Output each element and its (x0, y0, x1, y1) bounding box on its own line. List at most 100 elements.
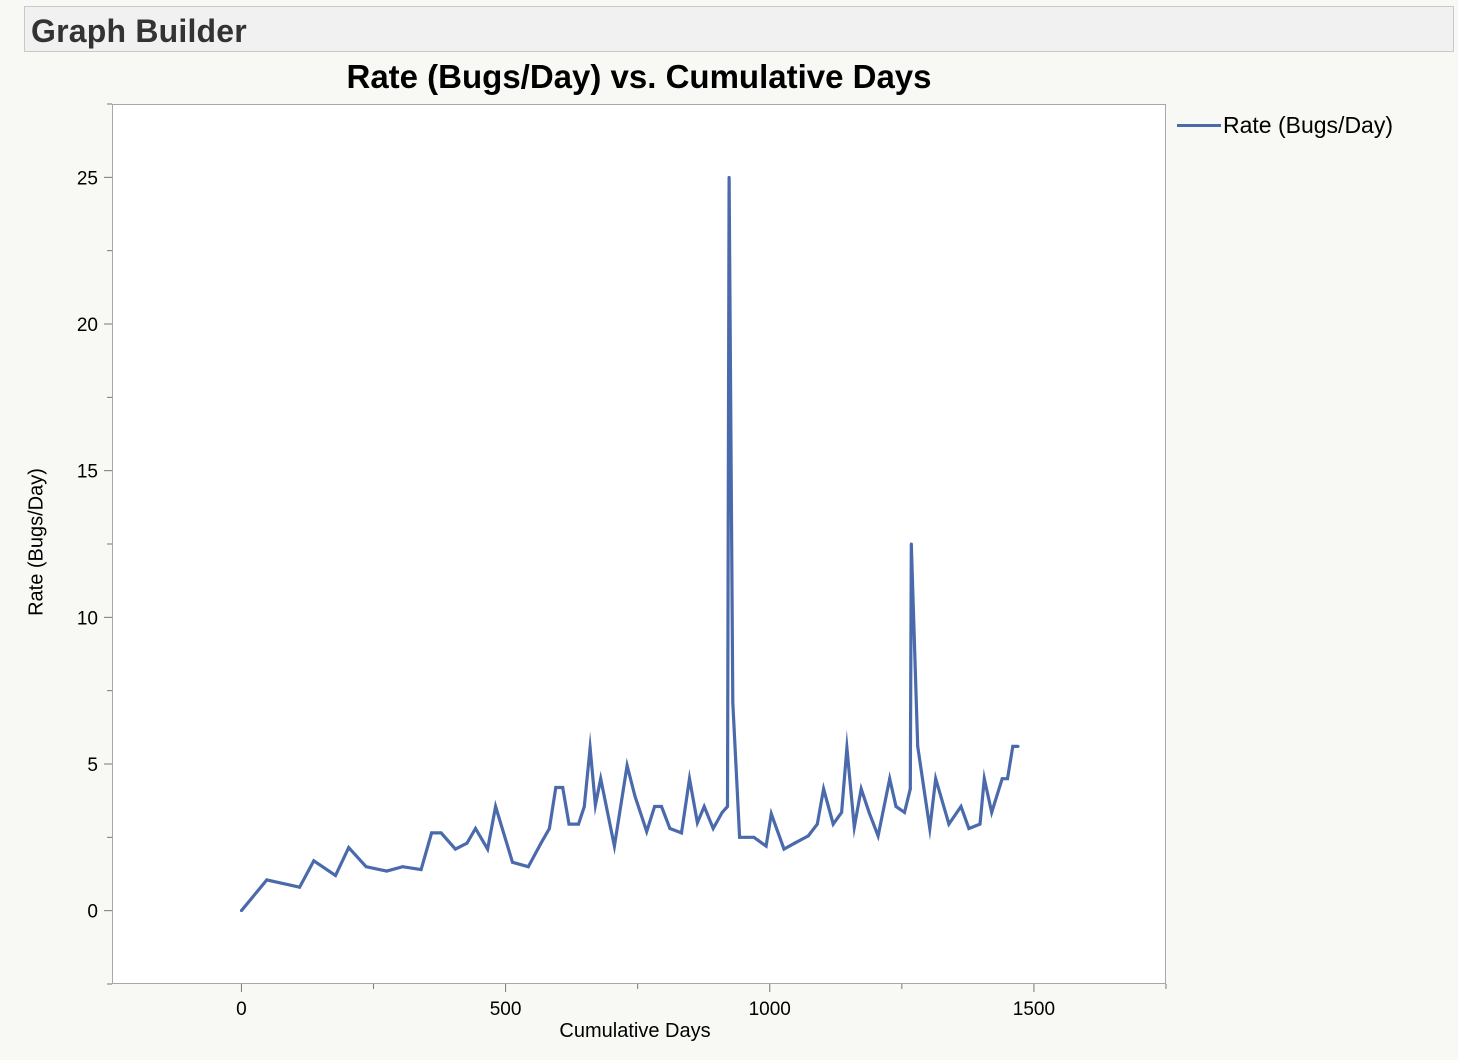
data-point (909, 542, 913, 546)
data-point (554, 785, 558, 789)
data-point (908, 787, 912, 791)
data-point (967, 827, 971, 831)
x-tick-label: 1500 (1013, 999, 1055, 1020)
x-tick-label: 500 (490, 999, 522, 1020)
data-point (486, 847, 490, 851)
data-point (588, 746, 592, 750)
data-point (547, 827, 551, 831)
data-point (633, 794, 637, 798)
data-point (298, 885, 302, 889)
data-point (659, 805, 663, 809)
y-tick-label: 5 (87, 755, 98, 776)
data-point (727, 175, 731, 179)
data-point (668, 827, 672, 831)
chart-title: Rate (Bugs/Day) vs. Cumulative Days (346, 58, 932, 95)
data-point (845, 746, 849, 750)
data-point (312, 859, 316, 863)
data-point (453, 847, 457, 851)
data-point (711, 827, 715, 831)
data-point (959, 805, 963, 809)
window-title: Graph Builder (31, 13, 247, 49)
data-point (831, 822, 835, 826)
legend-label: Rate (Bugs/Day) (1223, 112, 1394, 138)
data-point (695, 821, 699, 825)
data-point (947, 822, 951, 826)
data-point (934, 777, 938, 781)
data-point (928, 827, 932, 831)
data-point (822, 787, 826, 791)
data-point (902, 810, 906, 814)
x-axis-title: Cumulative Days (559, 1020, 711, 1042)
data-point (439, 831, 443, 835)
data-point (645, 829, 649, 833)
data-point (567, 822, 571, 826)
data-point (582, 805, 586, 809)
data-point (593, 803, 597, 807)
data-point (401, 865, 405, 869)
data-point (888, 777, 892, 781)
data-point (720, 810, 724, 814)
data-point (725, 805, 729, 809)
x-tick-label: 1000 (749, 999, 791, 1020)
y-tick-label: 10 (77, 608, 98, 629)
data-point (1011, 744, 1015, 748)
data-point (419, 868, 423, 872)
legend[interactable]: Rate (Bugs/Day) (1177, 112, 1393, 139)
data-point (806, 834, 810, 838)
data-point (978, 822, 982, 826)
data-point (561, 785, 565, 789)
data-point (473, 827, 477, 831)
data-point (738, 835, 742, 839)
data-point (680, 831, 684, 835)
data-point (840, 810, 844, 814)
data-point (1016, 744, 1020, 748)
x-axis: 0 500 1000 1500 (236, 984, 1167, 1020)
y-tick-label: 25 (77, 168, 98, 189)
data-point (599, 777, 603, 781)
y-tick-label: 20 (77, 315, 98, 336)
legend-swatch (1177, 124, 1221, 127)
data-point (702, 805, 706, 809)
data-point (265, 878, 269, 882)
data-point (764, 844, 768, 848)
data-point (577, 822, 581, 826)
graph-builder-header: Graph Builder (24, 6, 1454, 52)
series-layer (239, 175, 1020, 913)
data-point (782, 847, 786, 851)
data-point (1000, 777, 1004, 781)
data-point (752, 835, 756, 839)
data-point (430, 831, 434, 835)
data-point (347, 846, 351, 850)
data-point (982, 777, 986, 781)
data-point (625, 763, 629, 767)
data-point (510, 860, 514, 864)
data-point (494, 805, 498, 809)
y-tick-label: 15 (77, 462, 98, 483)
data-point (653, 805, 657, 809)
data-point (1006, 777, 1010, 781)
data-point (364, 865, 368, 869)
data-point (769, 812, 773, 816)
data-point (612, 844, 616, 848)
data-point (465, 841, 469, 845)
data-point (385, 869, 389, 873)
series-line (240, 177, 1019, 912)
y-tick-label: 0 (87, 902, 98, 923)
y-axis: 0 5 10 15 20 25 (77, 103, 112, 985)
data-point (990, 810, 994, 814)
data-point (333, 873, 337, 877)
data-point (539, 841, 543, 845)
data-point (793, 841, 797, 845)
data-point (867, 810, 871, 814)
data-point (731, 700, 735, 704)
data-point (894, 805, 898, 809)
data-point (876, 834, 880, 838)
data-point (916, 744, 920, 748)
data-point (526, 865, 530, 869)
data-point (743, 835, 747, 839)
x-tick-label: 0 (236, 999, 247, 1020)
data-point (859, 787, 863, 791)
plot-area[interactable] (112, 104, 1166, 984)
data-point (852, 825, 856, 829)
